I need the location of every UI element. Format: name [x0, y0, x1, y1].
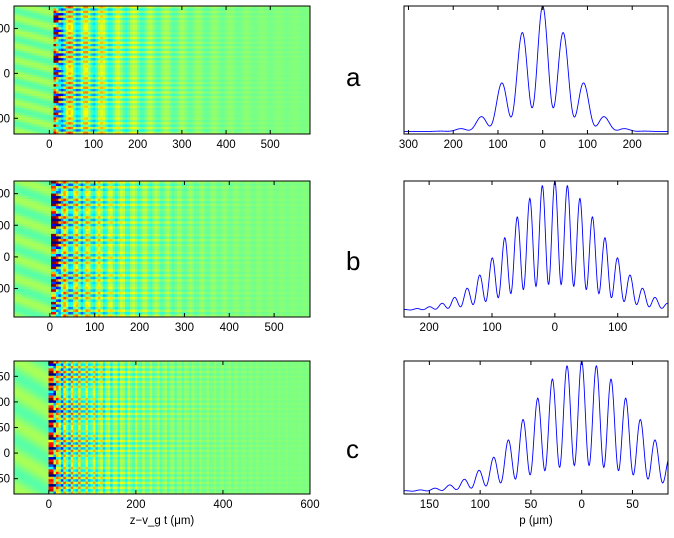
x-tick-label: 400: [213, 499, 232, 511]
x-tick-label: 100: [85, 322, 104, 334]
x-tick-label: 100: [488, 139, 507, 151]
x-tick-label: 500: [261, 139, 280, 151]
panel-label-a: a: [346, 62, 361, 92]
heatmap-panel-b: 01002003004005002001000100p (μm): [0, 180, 311, 334]
axes-frame: [13, 180, 311, 318]
x-tick-label: 100: [482, 322, 501, 334]
heatmap-image: [14, 361, 310, 494]
y-tick-label: 0: [4, 252, 10, 264]
profile-line: [404, 6, 668, 132]
y-tick-label: 0: [4, 68, 10, 80]
x-tick-label: 200: [420, 322, 439, 334]
y-tick-label: 200: [0, 23, 10, 35]
x-tick-label: 200: [130, 322, 149, 334]
x-tick-label: 600: [300, 499, 319, 511]
x-tick-label: 50: [525, 499, 538, 511]
x-tick-label: 400: [220, 322, 239, 334]
profile-panel-a: 300 200 100 0 100 200: [399, 5, 669, 151]
x-tick-label: 100: [84, 139, 103, 151]
x-tick-label: 500: [265, 322, 284, 334]
axes-frame: [403, 360, 669, 495]
x-tick-label: 200: [623, 139, 642, 151]
profile-panel-c: 150 100 50 0 50 p (μm): [403, 360, 669, 527]
y-tick-label: 100: [0, 397, 10, 409]
x-tick-label: 0: [540, 139, 546, 151]
x-tick-label: 300: [175, 322, 194, 334]
panel-label-b: b: [346, 246, 360, 276]
axes-frame: [403, 180, 669, 318]
heatmap-image: [14, 6, 310, 134]
x-tick-label: 200: [126, 499, 145, 511]
y-tick-label: 100: [0, 284, 10, 296]
x-tick-label: 0: [47, 322, 53, 334]
y-tick-label: 200: [0, 189, 10, 201]
y-tick-label: 150: [0, 371, 10, 383]
x-axis-label: z−v_g t (μm): [130, 515, 195, 527]
y-tick-label: 50: [0, 474, 10, 486]
x-axis-label: p (μm): [519, 515, 553, 527]
profile-line: [404, 181, 668, 311]
axes-frame: [403, 5, 669, 135]
y-tick-label: 50: [0, 423, 10, 435]
x-tick-label: 100: [578, 139, 597, 151]
y-tick-label: 200: [0, 113, 10, 125]
x-tick-label: 100: [471, 499, 490, 511]
x-tick-label: 50: [626, 499, 639, 511]
x-tick-label: 100: [608, 322, 627, 334]
heatmap-panel-a: 0 100 200 300 400 500 200 0 200: [0, 5, 311, 151]
y-tick-label: 0: [4, 448, 10, 460]
x-tick-label: 0: [578, 499, 584, 511]
axes-frame: [13, 5, 311, 135]
x-tick-label: 0: [46, 499, 52, 511]
profile-panel-b: 200 100 0 100: [403, 180, 669, 334]
heatmap-image: [14, 181, 310, 317]
x-tick-label: 300: [399, 139, 418, 151]
profile-line: [404, 361, 668, 492]
x-tick-label: 0: [46, 139, 52, 151]
x-tick-label: 300: [172, 139, 191, 151]
x-tick-label: 400: [216, 139, 235, 151]
x-tick-label: 0: [552, 322, 558, 334]
heatmap-panel-c: 0 200 400 600 150 100 50 0 50 z−v_g t (μm): [0, 360, 320, 527]
x-tick-label: 150: [420, 499, 439, 511]
x-tick-label: 200: [444, 139, 463, 151]
x-tick-label: 200: [128, 139, 147, 151]
y-tick-label: 100: [0, 220, 10, 232]
panel-label-c: c: [346, 434, 359, 464]
